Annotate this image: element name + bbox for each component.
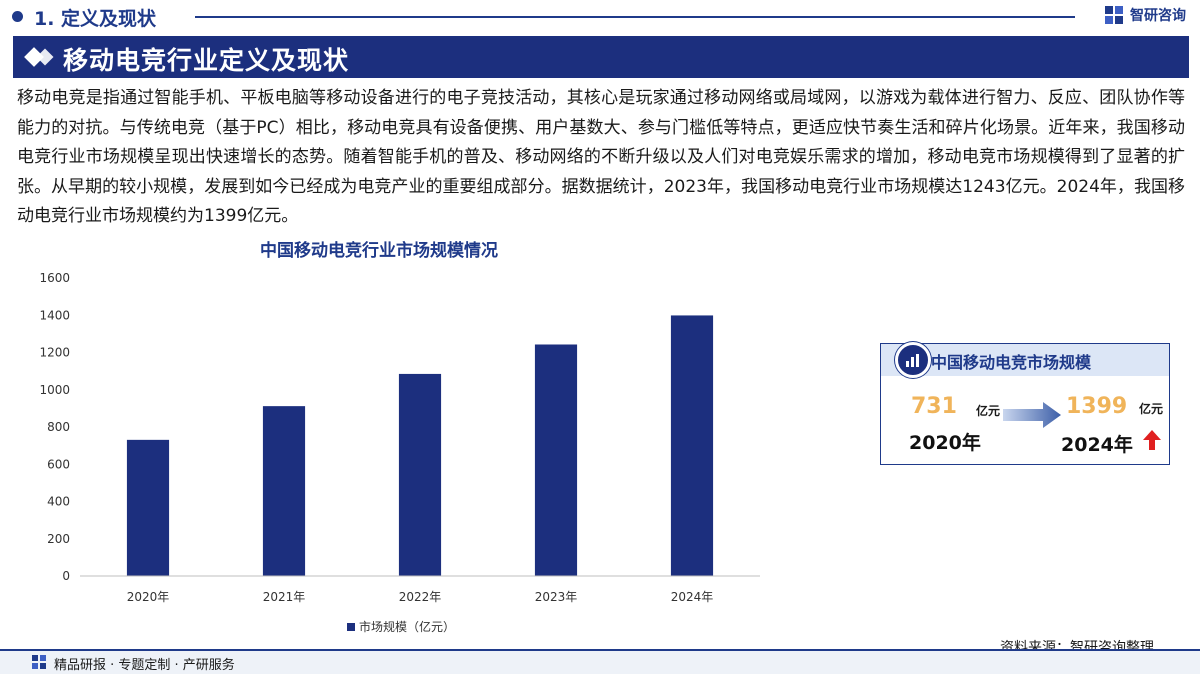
bar-2020年	[126, 439, 170, 576]
y-axis-labels: 0 200 400 600 800 1000 1200 1400 1600	[39, 271, 70, 583]
diamond-icon	[36, 48, 54, 66]
y-tick-label: 1400	[39, 308, 70, 322]
brand: 智研咨询	[1104, 5, 1186, 25]
y-tick-label: 600	[47, 457, 70, 471]
footer: 精品研报 · 专题定制 · 产研服务	[0, 651, 1200, 674]
zhiyan-logo-icon	[1105, 6, 1123, 24]
y-tick-label: 1200	[39, 346, 70, 360]
chart-legend: 市场规模（亿元）	[347, 619, 455, 634]
start-value: 731	[911, 394, 957, 419]
bars	[126, 315, 714, 576]
x-tick-label: 2023年	[535, 590, 578, 604]
legend-swatch	[347, 623, 355, 631]
chart-title: 中国移动电竞行业市场规模情况	[260, 241, 498, 261]
y-tick-label: 800	[47, 420, 70, 434]
bar-chart: 0 200 400 600 800 1000 1200 1400 1600 2020年 2021年…	[39, 271, 760, 634]
title-banner: 移动电竞行业定义及现状	[13, 36, 1189, 78]
page-title: 移动电竞行业定义及现状	[63, 46, 350, 75]
legend-label: 市场规模（亿元）	[359, 619, 455, 634]
zhiyan-logo-icon	[32, 655, 46, 669]
start-year: 2020年	[909, 432, 981, 454]
end-value: 1399	[1066, 394, 1128, 419]
end-year: 2024年	[1061, 434, 1133, 456]
bar-2021年	[262, 406, 306, 576]
x-tick-label: 2024年	[671, 590, 714, 604]
x-tick-label: 2022年	[399, 590, 442, 604]
intro-paragraph: 移动电竞是指通过智能手机、平板电脑等移动设备进行的电子竞技活动，其核心是玩家通过…	[17, 88, 1185, 226]
right-arrow-icon	[1003, 402, 1061, 428]
y-tick-label: 200	[47, 532, 70, 546]
section-label: 1. 定义及现状	[34, 8, 157, 30]
end-unit: 亿元	[1139, 402, 1164, 416]
footer-text: 精品研报 · 专题定制 · 产研服务	[54, 658, 235, 673]
footer-divider	[0, 649, 1200, 651]
y-tick-label: 1000	[39, 383, 70, 397]
top-bar: 1. 定义及现状 智研咨询	[0, 0, 1200, 34]
x-axis: 2020年 2021年 2022年 2023年 2024年	[80, 575, 760, 604]
bar-2024年	[670, 315, 714, 576]
header-divider	[195, 16, 1075, 18]
summary-card: 中国移动电竞市场规模 731 亿元 2020年 1399 亿元 2024年	[880, 342, 1170, 465]
y-tick-label: 1600	[39, 271, 70, 285]
start-unit: 亿元	[976, 404, 1001, 418]
x-tick-label: 2020年	[127, 590, 170, 604]
brand-name: 智研咨询	[1130, 8, 1186, 24]
card-title: 中国移动电竞市场规模	[931, 353, 1092, 372]
chart-icon	[895, 342, 931, 378]
section-bullet-icon	[12, 11, 23, 22]
y-tick-label: 0	[62, 569, 70, 583]
bar-2022年	[398, 373, 442, 576]
up-arrow-icon	[1143, 430, 1161, 450]
y-tick-label: 400	[47, 495, 70, 509]
bar-2023年	[534, 344, 578, 576]
x-tick-label: 2021年	[263, 590, 306, 604]
